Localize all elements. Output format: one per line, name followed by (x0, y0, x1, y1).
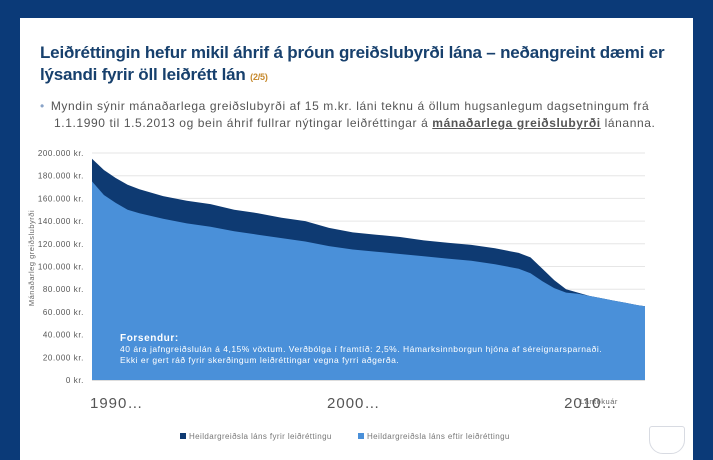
crest-logo-icon (649, 426, 685, 454)
slide-title-text: Leiðréttingin hefur mikil áhrif á þróun … (40, 43, 665, 84)
y-tick-label: 120.000 kr. (38, 240, 84, 249)
y-axis-title: Mánaðarleg greiðslubyrði (27, 210, 36, 306)
y-tick-label: 0 kr. (66, 376, 84, 385)
y-tick-label: 160.000 kr. (38, 194, 84, 203)
legend-label: Heildargreiðsla láns fyrir leiðréttingu (189, 432, 332, 441)
slide-page-indicator: (2/5) (250, 72, 268, 82)
legend-label: Heildargreiðsla láns eftir leiðréttingu (367, 432, 510, 441)
y-tick-label: 80.000 kr. (43, 285, 84, 294)
x-axis-ticks: 1990… 2000… 2010… (90, 395, 617, 412)
assumptions-heading: Forsendur: (120, 333, 179, 344)
slide: Leiðréttingin hefur mikil áhrif á þróun … (20, 18, 693, 460)
assumptions-line-2: Ekki er gert ráð fyrir skerðingum leiðré… (120, 355, 400, 365)
y-tick-label: 200.000 kr. (38, 149, 84, 158)
y-tick-label: 40.000 kr. (43, 331, 84, 340)
bullet-emphasis: mánaðarlega greiðslubyrði (432, 116, 601, 130)
legend-swatch (358, 433, 364, 439)
chart-legend: Heildargreiðsla láns fyrir leiðréttingu H… (180, 432, 510, 441)
x-axis-title: Lántökuár (580, 397, 618, 406)
y-tick-label: 20.000 kr. (43, 353, 84, 362)
bullet-part2: 1.1.1990 til 1.5.2013 og bein áhrif full… (54, 116, 429, 130)
x-tick-label: 2000… (327, 395, 380, 412)
y-tick-label: 60.000 kr. (43, 308, 84, 317)
bullet-text: • Myndin sýnir mánaðarlega greiðslubyrði … (40, 98, 680, 132)
y-tick-label: 100.000 kr. (38, 263, 84, 272)
y-axis-ticks: 0 kr. 20.000 kr. 40.000 kr. 60.000 kr. 80.00… (38, 149, 84, 385)
bullet-part3: lánanna. (600, 116, 656, 130)
bullet-part1: Myndin sýnir mánaðarlega greiðslubyrði a… (50, 99, 650, 113)
x-tick-label: 2010… (564, 395, 617, 412)
bullet-dot-icon: • (40, 99, 45, 113)
assumptions-note: Forsendur: 40 ára jafngreiðslulán á 4,15… (120, 333, 640, 366)
slide-title: Leiðréttingin hefur mikil áhrif á þróun … (40, 42, 680, 88)
x-tick-label: 1990… (90, 395, 143, 412)
chart: 0 kr. 20.000 kr. 40.000 kr. 60.000 kr. 80.00… (27, 149, 645, 441)
assumptions-line-1: 40 ára jafngreiðslulán á 4,15% vöxtum. V… (120, 344, 603, 354)
y-tick-label: 140.000 kr. (38, 217, 84, 226)
series-area-after (92, 181, 645, 380)
y-tick-label: 180.000 kr. (38, 172, 84, 181)
chart-areas (92, 158, 645, 380)
legend-swatch (180, 433, 186, 439)
